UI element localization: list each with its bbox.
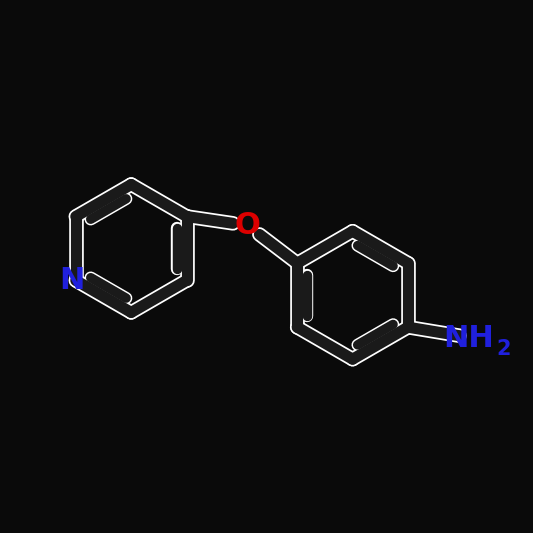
Text: NH: NH (443, 324, 495, 353)
Text: N: N (59, 266, 84, 295)
Text: O: O (235, 211, 261, 240)
Text: 2: 2 (496, 340, 511, 359)
